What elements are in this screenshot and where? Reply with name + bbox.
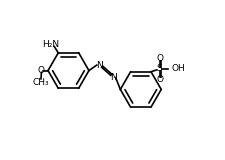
Text: O: O — [38, 66, 45, 75]
Text: OH: OH — [171, 64, 185, 73]
Text: O: O — [157, 54, 164, 63]
Text: CH₃: CH₃ — [32, 78, 49, 87]
Text: H₂N: H₂N — [43, 40, 60, 49]
Text: N: N — [96, 61, 103, 70]
Text: N: N — [110, 73, 117, 82]
Text: S: S — [157, 64, 162, 73]
Text: O: O — [157, 75, 164, 84]
